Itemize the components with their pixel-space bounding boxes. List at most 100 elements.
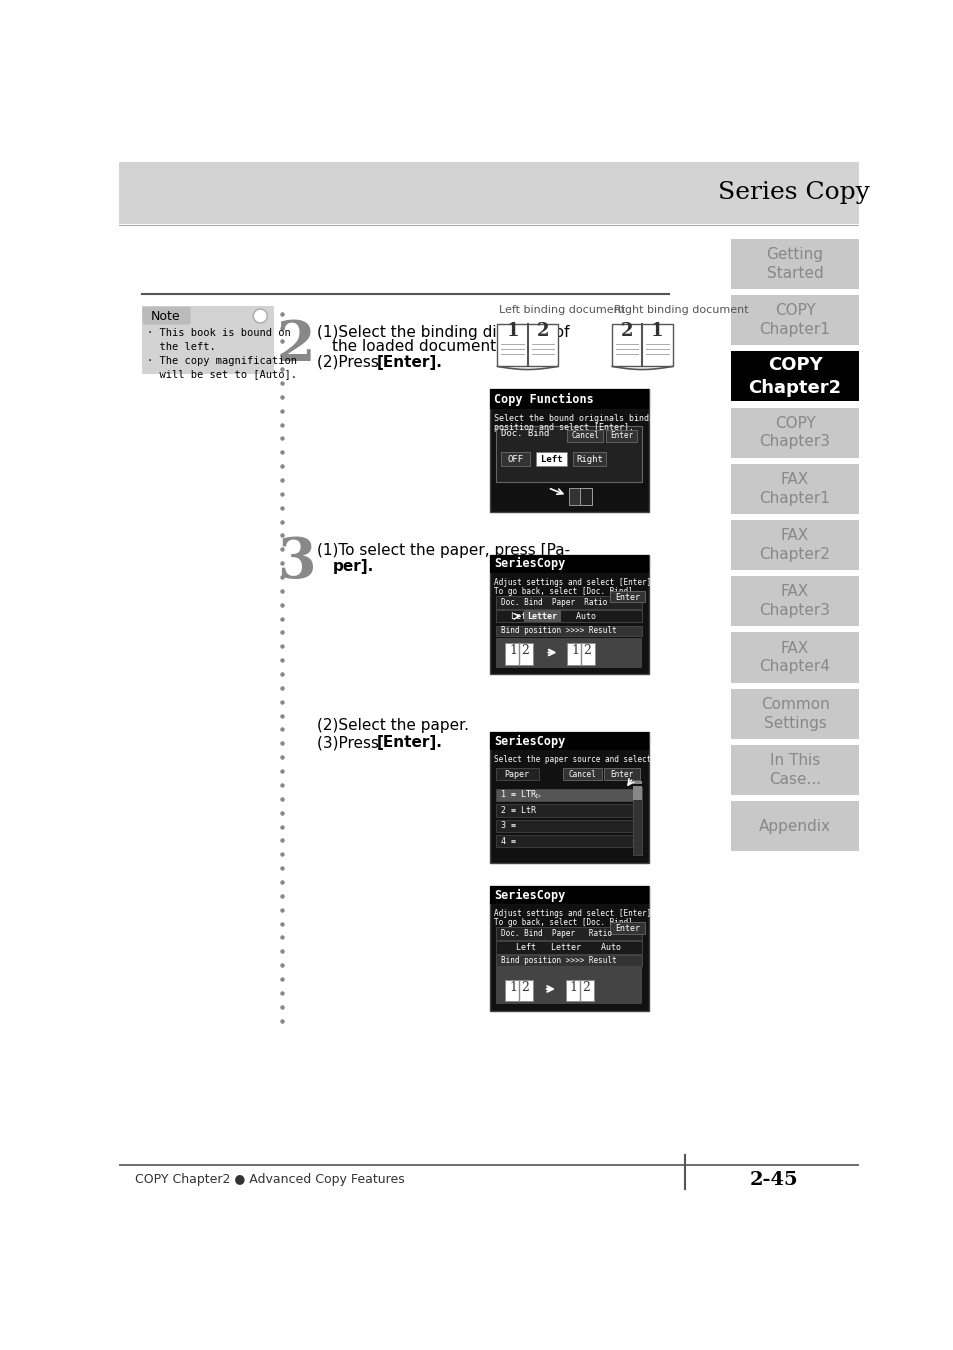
Bar (496, 427, 641, 482)
Bar (573, 452, 605, 466)
Text: 2: 2 (620, 323, 633, 340)
Text: SeriesCopy: SeriesCopy (494, 558, 565, 571)
Text: 2: 2 (536, 323, 549, 340)
Bar (489, 555, 648, 674)
Text: Doc. Bind  Paper  Ratio: Doc. Bind Paper Ratio (500, 598, 606, 608)
Circle shape (253, 309, 267, 323)
Text: position and select [Enter].: position and select [Enter]. (494, 423, 634, 432)
Text: Bind position >>>> Result: Bind position >>>> Result (500, 626, 616, 636)
Text: Enter: Enter (609, 431, 633, 440)
Text: Series Copy: Series Copy (717, 181, 868, 204)
Text: Left   Letter    Auto: Left Letter Auto (500, 942, 619, 952)
Bar (567, 643, 595, 664)
Text: 1 ≡ LTR: 1 ≡ LTR (500, 791, 535, 799)
Bar (489, 732, 648, 863)
Text: SeriesCopy: SeriesCopy (494, 734, 565, 748)
Bar (496, 954, 641, 965)
Text: 2-45: 2-45 (749, 1170, 798, 1189)
Bar (496, 768, 537, 779)
Bar (609, 922, 645, 934)
Text: (3)Press: (3)Press (316, 736, 383, 751)
Bar (496, 819, 633, 832)
Bar (731, 576, 858, 626)
Bar (612, 324, 672, 366)
Text: Common
Settings: Common Settings (760, 697, 828, 730)
Bar (489, 555, 648, 574)
Bar (731, 408, 858, 458)
Text: 2: 2 (276, 317, 314, 373)
Text: Appendix: Appendix (759, 818, 830, 834)
Text: Enter: Enter (615, 593, 639, 602)
Text: Doc. Bind  Paper   Ratio: Doc. Bind Paper Ratio (500, 929, 611, 938)
Text: [Enter].: [Enter]. (376, 736, 442, 751)
Text: OFF: OFF (507, 455, 523, 463)
Bar (604, 768, 639, 779)
Bar (142, 306, 274, 374)
Text: Right binding document: Right binding document (613, 305, 747, 315)
Bar (731, 745, 858, 795)
Text: Copy Functions: Copy Functions (494, 393, 594, 406)
Text: 1: 1 (570, 644, 578, 657)
Text: Select the paper source and select [Enter].: Select the paper source and select [Ente… (494, 755, 693, 764)
Bar (489, 886, 648, 904)
Text: Doc. Bind: Doc. Bind (500, 428, 548, 437)
Text: FAX
Chapter1: FAX Chapter1 (759, 472, 830, 506)
Text: To go back, select [Doc. Bind].: To go back, select [Doc. Bind]. (494, 587, 637, 597)
Text: the loaded document.: the loaded document. (332, 339, 501, 354)
Bar (489, 389, 648, 409)
Text: Bind position >>>> Result: Bind position >>>> Result (500, 956, 616, 965)
Bar (496, 597, 641, 609)
Bar (565, 980, 593, 1002)
Text: Cancel: Cancel (568, 769, 596, 779)
Text: To go back, select [Doc. Bind].: To go back, select [Doc. Bind]. (494, 918, 637, 927)
Bar (536, 452, 567, 466)
Text: Select the bound originals binding: Select the bound originals binding (494, 414, 663, 423)
Bar (489, 732, 648, 751)
Text: per].: per]. (332, 559, 374, 574)
Text: Enter: Enter (615, 923, 639, 933)
Text: FAX
Chapter2: FAX Chapter2 (759, 528, 830, 562)
Text: Paper: Paper (504, 769, 529, 779)
Text: COPY
Chapter1: COPY Chapter1 (759, 304, 830, 338)
Bar (731, 520, 858, 570)
Bar (496, 805, 633, 817)
Text: 1: 1 (508, 981, 517, 994)
Bar (633, 782, 641, 784)
Text: Adjust settings and select [Enter].: Adjust settings and select [Enter]. (494, 909, 656, 918)
Text: FAX
Chapter4: FAX Chapter4 (759, 641, 830, 674)
Bar (605, 429, 637, 441)
Text: 1: 1 (651, 323, 663, 340)
Bar (731, 801, 858, 850)
Bar (523, 610, 560, 622)
Text: Left binding document: Left binding document (498, 305, 624, 315)
Bar (567, 429, 602, 441)
Text: Letter: Letter (527, 612, 557, 621)
Bar (731, 296, 858, 346)
Text: [Enter].: [Enter]. (376, 355, 442, 370)
Bar (731, 351, 858, 401)
Text: Auto: Auto (565, 612, 595, 621)
Text: ▷: ▷ (536, 791, 540, 799)
Bar (496, 836, 633, 848)
Bar (731, 632, 858, 683)
Text: 3 ≡: 3 ≡ (500, 821, 515, 830)
Bar (496, 610, 641, 622)
Bar (562, 768, 601, 779)
Bar (497, 324, 558, 366)
Text: (1)Select the binding direction of: (1)Select the binding direction of (316, 325, 569, 340)
Bar (496, 927, 641, 940)
Bar (119, 162, 858, 224)
Text: 4 ≡: 4 ≡ (500, 837, 515, 845)
Text: Right: Right (576, 455, 602, 463)
Text: Left: Left (500, 612, 540, 621)
Text: Getting
Started: Getting Started (766, 247, 822, 281)
Bar (500, 452, 530, 466)
Bar (505, 643, 533, 664)
Text: COPY
Chapter3: COPY Chapter3 (759, 416, 830, 450)
Text: 2: 2 (581, 981, 589, 994)
Text: 3: 3 (276, 535, 314, 590)
Text: 1: 1 (569, 981, 577, 994)
Text: Cancel: Cancel (571, 431, 598, 440)
FancyBboxPatch shape (142, 306, 191, 324)
Text: FAX
Chapter3: FAX Chapter3 (759, 585, 830, 618)
